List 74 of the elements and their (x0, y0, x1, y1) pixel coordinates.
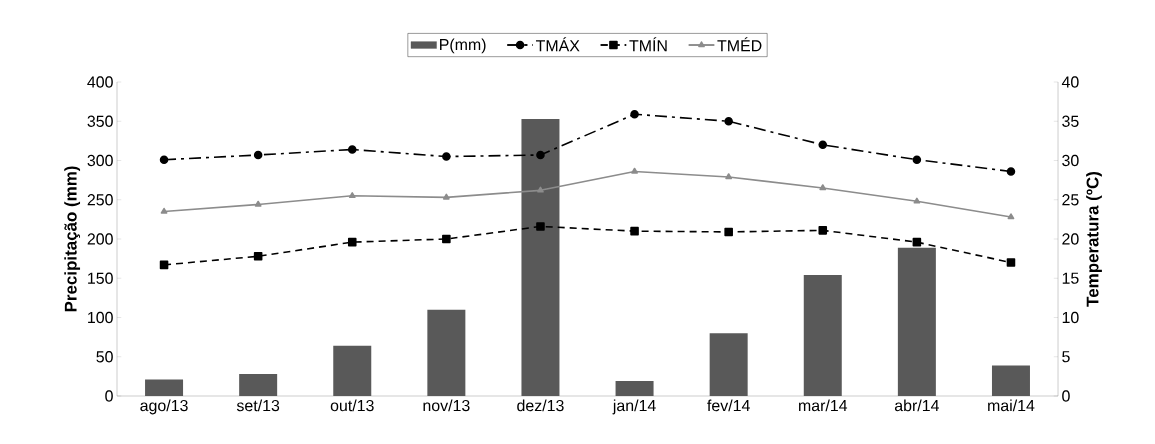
y2-tick-label: 35 (1062, 115, 1079, 127)
bar (803, 275, 842, 396)
y-tick-label: 200 (87, 233, 113, 245)
point (536, 222, 545, 231)
y2-tick-label: 30 (1062, 154, 1079, 167)
point (819, 184, 827, 191)
point (253, 150, 263, 160)
point (630, 109, 639, 119)
y-tick-label: 350 (87, 115, 113, 127)
x-tick-label: jan/14 (612, 399, 656, 415)
x-tick-label: ago/13 (140, 399, 188, 415)
y-tick-label: 250 (87, 194, 113, 206)
x-tick-label: mar/14 (799, 399, 848, 412)
x-tick-label: mai/14 (988, 399, 1035, 412)
x-tick-label: fev/14 (707, 399, 750, 412)
point (159, 155, 169, 164)
point (442, 193, 450, 200)
x-tick-label: dez/13 (517, 399, 564, 412)
y-tick-label: 100 (88, 311, 113, 324)
bar (897, 247, 936, 396)
point (159, 260, 169, 270)
legend-label: TMÁX (535, 37, 580, 52)
bar (427, 309, 466, 396)
point (913, 197, 921, 204)
point (347, 237, 357, 247)
point (347, 145, 357, 154)
y2-tick-label: 20 (1062, 233, 1079, 245)
point (912, 155, 922, 164)
bar (709, 333, 748, 396)
y2-axis-title: Temperatura (ºC) (1086, 172, 1102, 307)
legend-label: TMÉD (717, 37, 762, 52)
y2-tick-label: 10 (1062, 311, 1079, 324)
point (631, 167, 638, 174)
point (725, 173, 733, 180)
point (536, 150, 545, 160)
y2-tick-label: 5 (1062, 351, 1070, 363)
point (724, 116, 733, 126)
point (348, 192, 356, 199)
y-tick-label: 400 (87, 76, 113, 88)
point (1006, 258, 1016, 267)
legend-label: TMÍN (629, 37, 667, 52)
y-tick-label: 50 (96, 351, 113, 363)
bar (333, 345, 372, 396)
x-tick-label: nov/13 (423, 399, 470, 412)
point (160, 207, 168, 214)
y-tick-label: 0 (105, 390, 113, 402)
bar (615, 381, 654, 396)
point (1007, 213, 1015, 220)
point (442, 234, 451, 244)
point (912, 237, 922, 247)
y-tick-label: 150 (88, 272, 113, 284)
point (818, 140, 828, 150)
bar (145, 379, 184, 396)
x-tick-label: out/13 (330, 399, 374, 412)
legend-label: P(mm) (440, 38, 486, 54)
y-tick-label: 300 (87, 154, 113, 167)
point (537, 186, 544, 193)
x-tick-label: abr/14 (894, 399, 939, 412)
y2-tick-label: 25 (1062, 194, 1079, 206)
point (1006, 167, 1016, 176)
y2-tick-label: 40 (1061, 76, 1079, 88)
bar (521, 118, 560, 396)
point (724, 227, 733, 237)
point (253, 251, 263, 261)
point (818, 226, 828, 235)
point (442, 152, 451, 161)
point (630, 226, 639, 236)
bar (991, 365, 1030, 396)
y-axis-title: Precipitação (mm) (64, 166, 81, 312)
x-tick-label: set/13 (236, 399, 280, 412)
point (254, 200, 262, 207)
bar (239, 374, 278, 396)
y2-tick-label: 0 (1062, 390, 1070, 402)
y2-tick-label: 15 (1062, 272, 1079, 284)
